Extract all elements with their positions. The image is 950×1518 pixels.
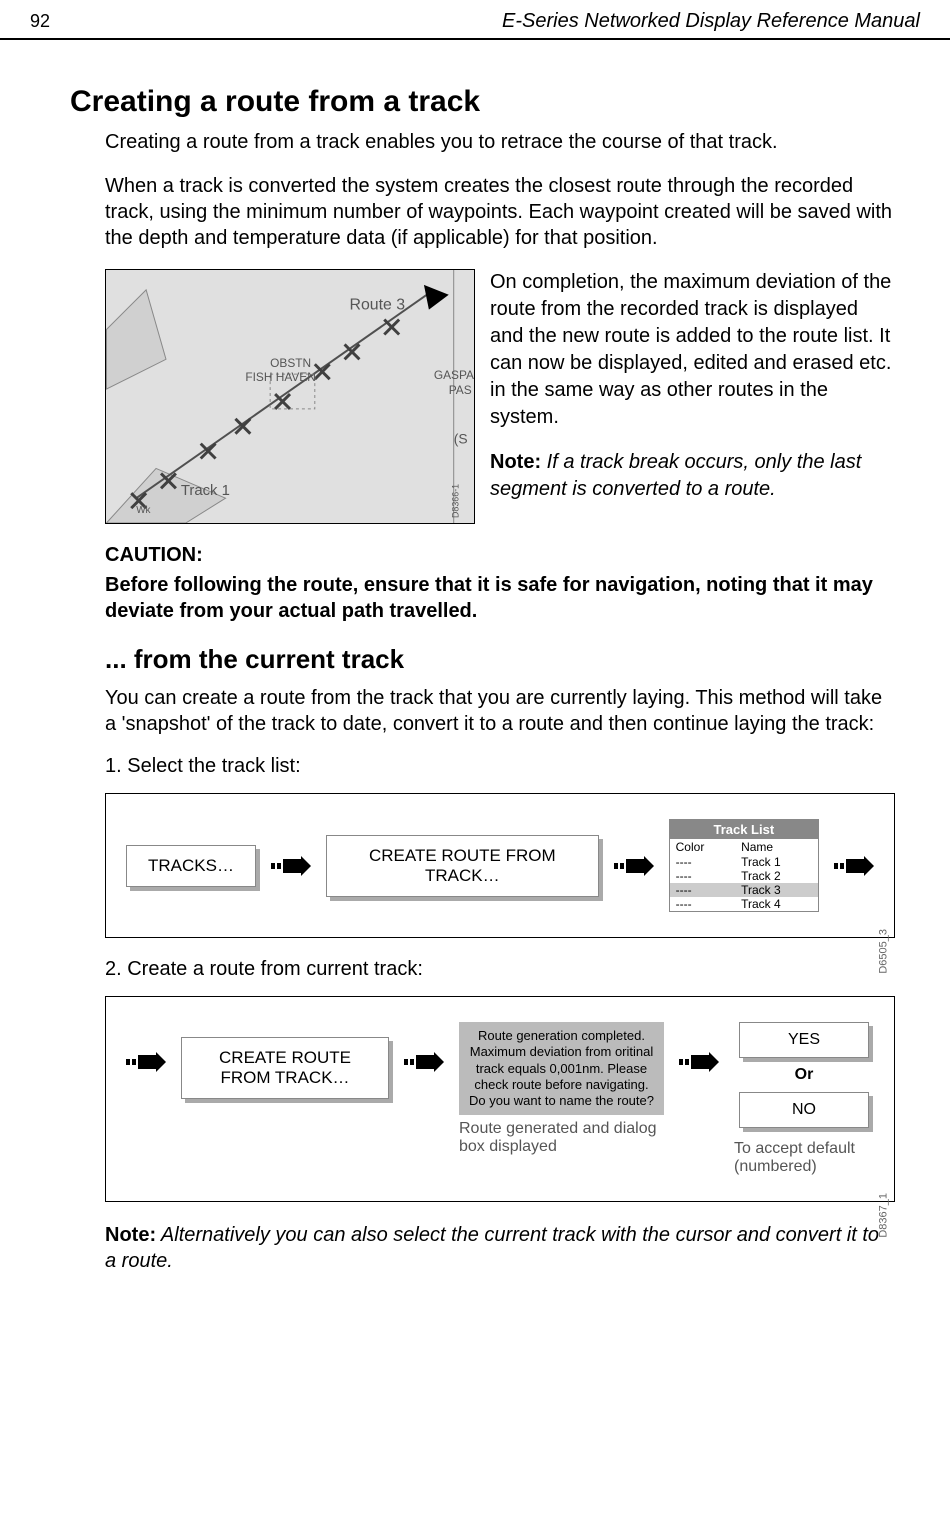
no-button[interactable]: NO (739, 1092, 869, 1128)
svg-text:PAS: PAS (449, 383, 472, 397)
svg-text:GASPA: GASPA (434, 368, 474, 382)
arrow-icon (271, 856, 311, 876)
track-list-panel: Track List ColorName ----Track 1 ----Tra… (669, 819, 819, 912)
col-name: Name (735, 839, 818, 855)
create-route-button[interactable]: CREATE ROUTE FROM TRACK… (326, 835, 599, 897)
intro-paragraph-2: When a track is converted the system cre… (105, 173, 895, 251)
caution-body: Before following the route, ensure that … (105, 572, 895, 624)
figure-step1: TRACKS… CREATE ROUTE FROM TRACK… Track L… (105, 793, 895, 938)
table-row[interactable]: ----Track 4 (670, 897, 818, 911)
create-route-button[interactable]: CREATE ROUTE FROM TRACK… (181, 1037, 389, 1099)
route-label: Route 3 (350, 297, 406, 314)
track-break-note: Note: If a track break occurs, only the … (490, 449, 895, 503)
track-list-title: Track List (670, 820, 818, 839)
arrow-icon (126, 1052, 166, 1072)
caution-label: CAUTION: (105, 544, 895, 567)
svg-text:FISH HAVEN: FISH HAVEN (245, 370, 315, 384)
svg-text:Wk: Wk (136, 505, 150, 516)
section-heading: Creating a route from a track (70, 85, 895, 119)
page-content: Creating a route from a track Creating a… (0, 40, 950, 1274)
dialog-column: Route generation completed. Maximum devi… (459, 1022, 664, 1156)
yes-no-column: YES Or NO To accept default (numbered) (734, 1022, 874, 1176)
track-list-table: ColorName ----Track 1 ----Track 2 ----Tr… (670, 839, 818, 911)
svg-text:Track 1: Track 1 (181, 483, 230, 499)
subsection-heading: ... from the current track (105, 644, 895, 675)
svg-text:(S: (S (454, 431, 468, 447)
map-figure: Route 3 OBSTN FISH HAVEN GASPA PAS (S Tr… (105, 269, 475, 524)
map-side-text: On completion, the maximum deviation of … (490, 269, 895, 524)
arrow-icon (404, 1052, 444, 1072)
arrow-icon (834, 856, 874, 876)
col-color: Color (670, 839, 735, 855)
header-title: E-Series Networked Display Reference Man… (502, 10, 920, 33)
step-2: 2. Create a route from current track: (105, 958, 895, 981)
current-track-paragraph: You can create a route from the track th… (105, 685, 895, 737)
figure-id: D8367_1 (878, 1193, 890, 1238)
figure-id: D6505_3 (878, 929, 890, 974)
intro-paragraph-1: Creating a route from a track enables yo… (105, 129, 895, 155)
note-label: Note: (490, 451, 541, 473)
dialog-caption: Route generated and dialog box displayed (459, 1120, 664, 1156)
or-label: Or (795, 1066, 814, 1084)
page-header: 92 E-Series Networked Display Reference … (0, 0, 950, 40)
map-and-text-row: Route 3 OBSTN FISH HAVEN GASPA PAS (S Tr… (105, 269, 895, 524)
footnote: Note: Alternatively you can also select … (105, 1222, 895, 1274)
table-row-selected[interactable]: ----Track 3 (670, 883, 818, 897)
route-generated-dialog: Route generation completed. Maximum devi… (459, 1022, 664, 1115)
yn-caption: To accept default (numbered) (734, 1140, 874, 1176)
note-label: Note: (105, 1224, 156, 1246)
svg-text:D8366-1: D8366-1 (451, 484, 461, 518)
page-number: 92 (30, 11, 50, 32)
arrow-icon (679, 1052, 719, 1072)
note-body: Alternatively you can also select the cu… (105, 1224, 879, 1272)
step-1: 1. Select the track list: (105, 755, 895, 778)
table-row[interactable]: ----Track 2 (670, 869, 818, 883)
table-row[interactable]: ----Track 1 (670, 855, 818, 869)
completion-paragraph: On completion, the maximum deviation of … (490, 269, 895, 431)
tracks-button[interactable]: TRACKS… (126, 845, 256, 887)
figure-step2: CREATE ROUTE FROM TRACK… Route generatio… (105, 996, 895, 1202)
note-body: If a track break occurs, only the last s… (490, 451, 861, 500)
arrow-icon (614, 856, 654, 876)
yes-button[interactable]: YES (739, 1022, 869, 1058)
svg-text:OBSTN: OBSTN (270, 356, 311, 370)
